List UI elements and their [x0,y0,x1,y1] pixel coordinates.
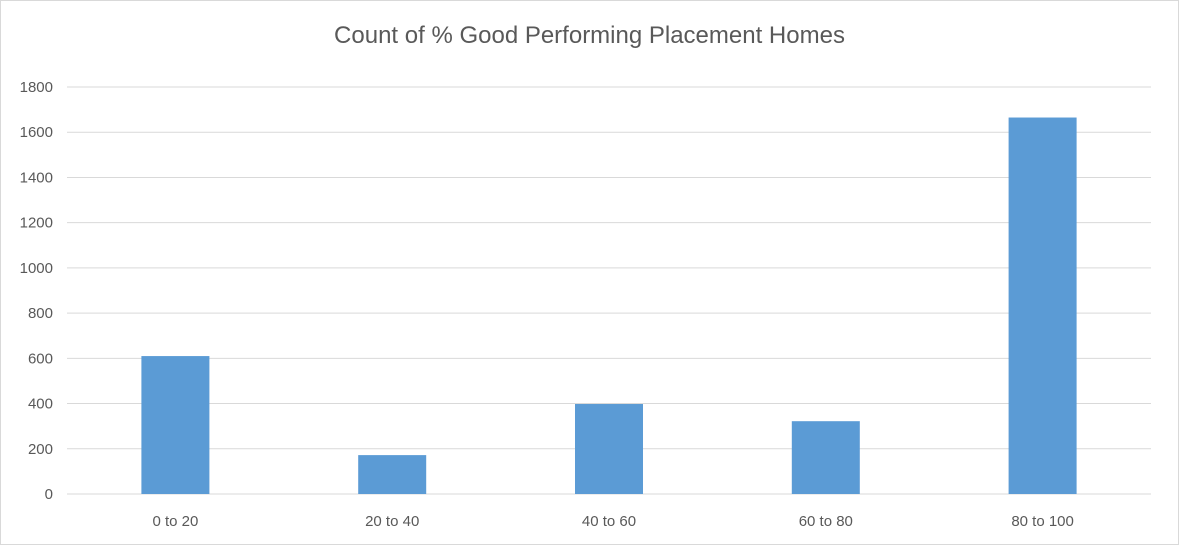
bar [141,356,210,494]
y-tick-label: 1200 [20,215,53,232]
bar [358,455,427,494]
y-tick-label: 400 [28,396,53,413]
x-tick-label: 80 to 100 [1011,513,1074,530]
y-tick-label: 0 [45,486,53,503]
y-tick-label: 1600 [20,124,53,141]
bars [141,117,1077,495]
gridlines [67,86,1151,495]
y-tick-label: 800 [28,305,53,322]
bar [1008,117,1077,495]
x-tick-label: 20 to 40 [365,513,419,530]
x-tick-label: 40 to 60 [582,513,636,530]
y-tick-label: 200 [28,441,53,458]
x-tick-label: 60 to 80 [799,513,853,530]
bar [575,404,643,494]
y-tick-label: 600 [28,350,53,367]
y-tick-label: 1400 [20,169,53,186]
y-tick-label: 1800 [20,79,53,96]
x-axis-ticks: 0 to 20 20 to 40 40 to 60 60 to 80 80 to 100 [152,513,1073,530]
chart-title: Count of % Good Performing Placement Hom… [334,22,845,49]
y-tick-label: 1000 [20,260,53,277]
y-axis-ticks: 0 200 400 600 800 1000 1200 1400 1600 1800 [20,79,53,503]
bar [791,421,860,494]
x-tick-label: 0 to 20 [152,513,198,530]
